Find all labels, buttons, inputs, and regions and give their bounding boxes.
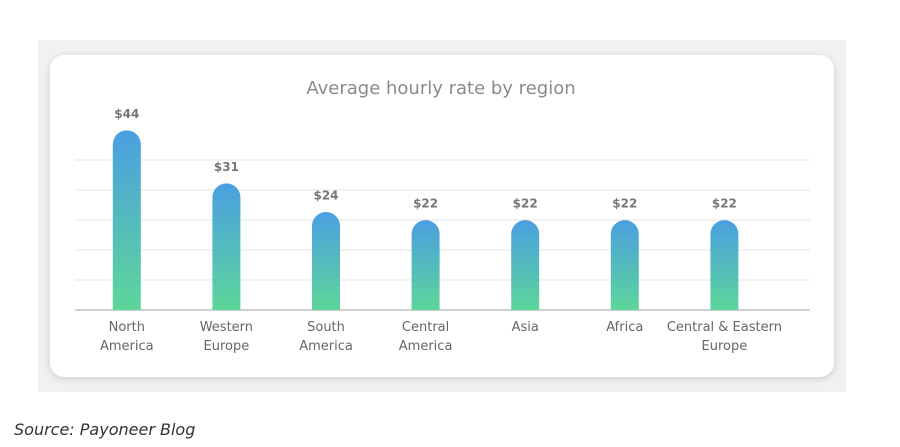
value-label: $22	[413, 197, 438, 211]
bar	[112, 130, 141, 310]
bar	[710, 220, 739, 310]
grid	[75, 159, 810, 281]
value-label: $22	[612, 197, 637, 211]
x-tick-label: Africa	[606, 320, 644, 335]
x-tick-label: North America	[99, 320, 154, 354]
value-label: $44	[114, 107, 139, 121]
bar	[610, 220, 639, 310]
bar	[212, 183, 241, 310]
value-label: $22	[513, 197, 538, 211]
bar	[411, 220, 440, 310]
value-label: $24	[313, 189, 338, 203]
bar	[511, 220, 540, 310]
chart-card	[50, 55, 834, 377]
value-label: $22	[712, 197, 737, 211]
x-tick-label: Asia	[511, 320, 539, 335]
x-tick-label: Central America	[398, 320, 453, 354]
x-tick-label: Central & Eastern Europe	[666, 320, 782, 354]
x-tick-label: Western Europe	[199, 320, 254, 354]
source: Source: Payoneer Blog	[14, 420, 196, 439]
value-label: $31	[214, 160, 239, 174]
chart-title: Average hourly rate by region	[306, 78, 575, 99]
bar	[312, 212, 340, 310]
x-tick-label: South America	[299, 320, 353, 354]
